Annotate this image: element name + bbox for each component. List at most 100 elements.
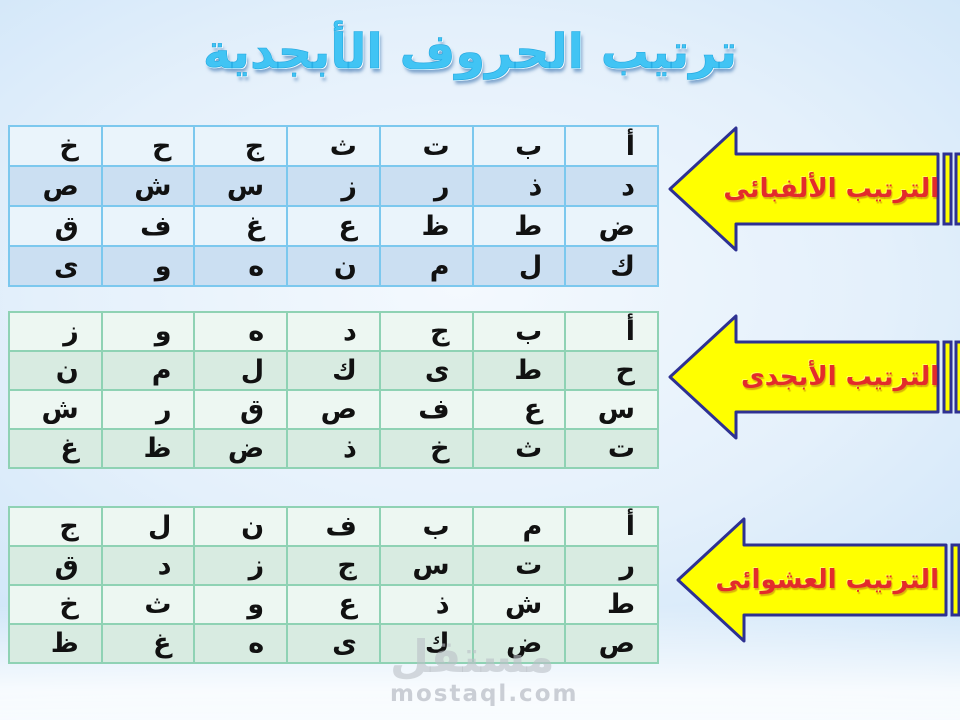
letter-cell: ب	[378, 506, 474, 547]
letter-cell: ز	[193, 545, 289, 586]
striped-left-arrow-icon	[668, 314, 960, 440]
letter-cell: ض	[193, 428, 289, 469]
letter-cell: ت	[564, 428, 659, 469]
letter-cell: و	[193, 584, 289, 625]
letter-cell: م	[100, 350, 196, 391]
letter-cell: ر	[100, 389, 196, 430]
letter-cell: ك	[564, 245, 659, 287]
letter-cell: ه	[193, 245, 289, 287]
letter-cell: خ	[8, 125, 103, 167]
letter-cell: ص	[564, 623, 659, 664]
striped-left-arrow-icon	[676, 517, 960, 643]
letter-cell: ف	[286, 506, 381, 547]
arrow-label-alphabetical: الترتيب الألفبائى	[723, 174, 939, 204]
letter-cell: س	[564, 389, 659, 430]
letter-cell: ط	[564, 584, 659, 625]
letter-cell: ل	[471, 245, 567, 287]
letter-cell: س	[378, 545, 474, 586]
letter-cell: ط	[471, 205, 567, 247]
letter-cell: ن	[8, 350, 103, 391]
letter-cell: م	[378, 245, 474, 287]
letter-cell: ظ	[8, 623, 103, 664]
letter-cell: و	[100, 311, 196, 352]
letter-cell: ظ	[100, 428, 196, 469]
letter-cell: ب	[471, 125, 567, 167]
letter-cell: ل	[193, 350, 289, 391]
letter-cell: ث	[286, 125, 381, 167]
letter-cell: ظ	[378, 205, 474, 247]
letter-cell: ش	[100, 165, 196, 207]
letter-cell: خ	[378, 428, 474, 469]
letter-cell: ك	[286, 350, 381, 391]
letter-cell: ذ	[378, 584, 474, 625]
letter-cell: غ	[193, 205, 289, 247]
letter-cell: ه	[193, 311, 289, 352]
striped-left-arrow-icon	[668, 126, 960, 252]
letter-cell: ت	[471, 545, 567, 586]
letter-cell: د	[100, 545, 196, 586]
letter-cell: د	[564, 165, 659, 207]
letter-cell: ض	[471, 623, 567, 664]
letter-cell: ت	[378, 125, 474, 167]
letter-cell: ط	[471, 350, 567, 391]
letter-cell: ن	[286, 245, 381, 287]
letter-cell: ى	[378, 350, 474, 391]
letter-cell: ث	[100, 584, 196, 625]
letter-cell: ح	[564, 350, 659, 391]
letter-cell: ق	[8, 205, 103, 247]
letter-cell: ه	[193, 623, 289, 664]
letter-cell: ج	[378, 311, 474, 352]
letter-cell: ز	[286, 165, 381, 207]
letter-cell: ث	[471, 428, 567, 469]
letter-cell: ذ	[471, 165, 567, 207]
letter-cell: ك	[378, 623, 474, 664]
letter-cell: خ	[8, 584, 103, 625]
letter-cell: س	[193, 165, 289, 207]
letter-cell: غ	[100, 623, 196, 664]
letter-cell: ذ	[286, 428, 381, 469]
letter-cell: ب	[471, 311, 567, 352]
letter-cell: ر	[564, 545, 659, 586]
letter-cell: ر	[378, 165, 474, 207]
page-title: ترتيب الحروف الأبجدية	[202, 24, 738, 81]
letter-cell: أ	[564, 506, 659, 547]
arrow-label-abjadi: الترتيب الأبجدى	[740, 362, 939, 392]
arrow-label-random: الترتيب العشوائى	[715, 565, 939, 595]
letter-cell: د	[286, 311, 381, 352]
letter-cell: أ	[564, 125, 659, 167]
watermark-logo: مستقل	[390, 630, 555, 683]
watermark-url: mostaql.com	[390, 681, 579, 707]
letter-cell: ل	[100, 506, 196, 547]
letter-cell: ش	[471, 584, 567, 625]
letter-cell: ع	[286, 205, 381, 247]
letter-cell: ف	[378, 389, 474, 430]
letter-cell: ن	[193, 506, 289, 547]
letter-cell: ص	[8, 165, 103, 207]
letter-cell: ع	[286, 584, 381, 625]
letter-cell: ج	[286, 545, 381, 586]
letter-cell: ى	[8, 245, 103, 287]
letter-cell: ض	[564, 205, 659, 247]
letter-cell: ف	[100, 205, 196, 247]
letter-cell: م	[471, 506, 567, 547]
letter-cell: ج	[8, 506, 103, 547]
letter-cell: غ	[8, 428, 103, 469]
letter-cell: ى	[286, 623, 381, 664]
letter-cell: ص	[286, 389, 381, 430]
letter-cell: ج	[193, 125, 289, 167]
